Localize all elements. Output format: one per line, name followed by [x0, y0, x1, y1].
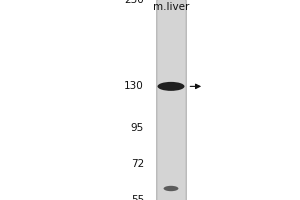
- Ellipse shape: [164, 186, 178, 191]
- Text: m.liver: m.liver: [153, 2, 189, 12]
- Bar: [158, 0, 184, 200]
- Ellipse shape: [158, 82, 184, 91]
- Bar: [156, 0, 186, 200]
- Text: 55: 55: [131, 195, 144, 200]
- Text: 130: 130: [124, 81, 144, 91]
- Text: 72: 72: [131, 159, 144, 169]
- Text: 250: 250: [124, 0, 144, 5]
- Text: 95: 95: [131, 123, 144, 133]
